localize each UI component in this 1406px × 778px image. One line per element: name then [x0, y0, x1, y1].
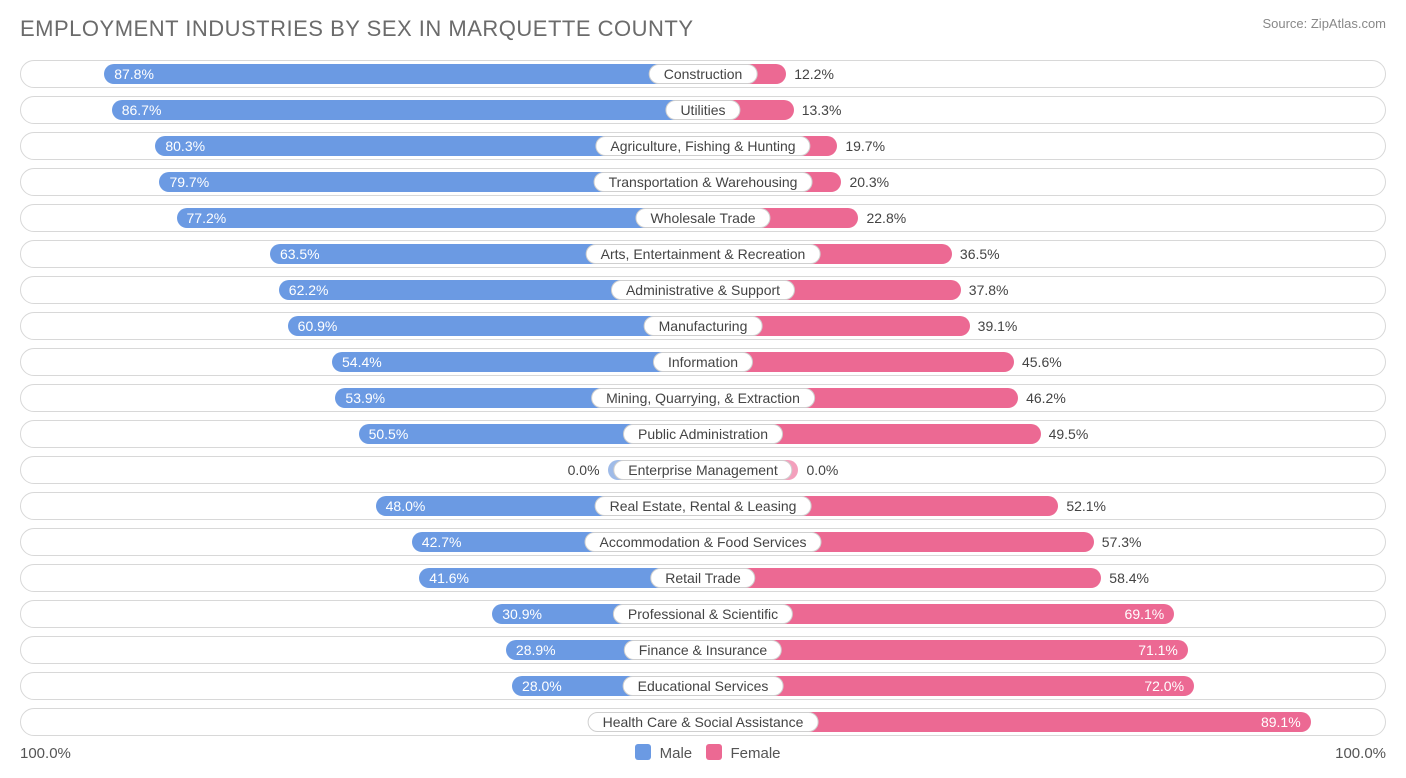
female-pct-label: 36.5%: [960, 246, 1000, 262]
category-label: Transportation & Warehousing: [594, 172, 813, 192]
male-pct-label: 42.7%: [422, 534, 462, 550]
axis-right-max: 100.0%: [1335, 745, 1386, 762]
chart-row: 77.2% 22.8% Wholesale Trade: [20, 204, 1386, 232]
male-pct-label: 62.2%: [289, 282, 329, 298]
male-bar: [112, 100, 703, 120]
female-pct-label: 37.8%: [969, 282, 1009, 298]
category-label: Accommodation & Food Services: [585, 532, 822, 552]
male-pct-label: 54.4%: [342, 354, 382, 370]
category-label: Utilities: [665, 100, 740, 120]
category-label: Arts, Entertainment & Recreation: [586, 244, 821, 264]
female-pct-label: 19.7%: [845, 138, 885, 154]
male-bar: [332, 352, 703, 372]
category-label: Wholesale Trade: [635, 208, 770, 228]
category-label: Administrative & Support: [611, 280, 795, 300]
male-pct-label: 41.6%: [429, 570, 469, 586]
legend-label-male: Male: [660, 745, 693, 762]
male-pct-label: 30.9%: [502, 606, 542, 622]
male-pct-label: 86.7%: [122, 102, 162, 118]
female-pct-label: 39.1%: [978, 318, 1018, 334]
female-pct-label: 71.1%: [1138, 642, 1178, 658]
male-pct-label: 60.9%: [298, 318, 338, 334]
male-pct-label: 77.2%: [187, 210, 227, 226]
category-label: Information: [653, 352, 753, 372]
chart-row: 79.7% 20.3% Transportation & Warehousing: [20, 168, 1386, 196]
male-bar: [104, 64, 703, 84]
male-pct-label: 0.0%: [568, 462, 600, 478]
legend-swatch-male: [635, 744, 651, 760]
category-label: Enterprise Management: [613, 460, 792, 480]
legend: Male Female: [71, 744, 1335, 762]
female-pct-label: 45.6%: [1022, 354, 1062, 370]
female-pct-label: 13.3%: [802, 102, 842, 118]
header: EMPLOYMENT INDUSTRIES BY SEX IN MARQUETT…: [20, 16, 1386, 42]
male-pct-label: 80.3%: [165, 138, 205, 154]
chart-row: 60.9% 39.1% Manufacturing: [20, 312, 1386, 340]
male-pct-label: 28.9%: [516, 642, 556, 658]
female-pct-label: 57.3%: [1102, 534, 1142, 550]
diverging-bar-chart: 87.8% 12.2% Construction 86.7% 13.3% Utilitie…: [20, 60, 1386, 736]
female-pct-label: 72.0%: [1144, 678, 1184, 694]
chart-row: 48.0% 52.1% Real Estate, Rental & Leasing: [20, 492, 1386, 520]
male-bar: [288, 316, 703, 336]
category-label: Finance & Insurance: [624, 640, 782, 660]
chart-row: 42.7% 57.3% Accommodation & Food Services: [20, 528, 1386, 556]
chart-row: 62.2% 37.8% Administrative & Support: [20, 276, 1386, 304]
category-label: Manufacturing: [644, 316, 763, 336]
chart-row: 28.9% 71.1% Finance & Insurance: [20, 636, 1386, 664]
category-label: Construction: [649, 64, 758, 84]
category-label: Agriculture, Fishing & Hunting: [595, 136, 810, 156]
male-pct-label: 50.5%: [369, 426, 409, 442]
chart-row: 80.3% 19.7% Agriculture, Fishing & Hunting: [20, 132, 1386, 160]
chart-row: 28.0% 72.0% Educational Services: [20, 672, 1386, 700]
male-pct-label: 87.8%: [114, 66, 154, 82]
female-pct-label: 52.1%: [1066, 498, 1106, 514]
female-pct-label: 69.1%: [1125, 606, 1165, 622]
chart-row: 41.6% 58.4% Retail Trade: [20, 564, 1386, 592]
chart-row: 30.9% 69.1% Professional & Scientific: [20, 600, 1386, 628]
chart-row: 53.9% 46.2% Mining, Quarrying, & Extractio…: [20, 384, 1386, 412]
source-label: Source: ZipAtlas.com: [1262, 16, 1386, 31]
female-pct-label: 12.2%: [794, 66, 834, 82]
male-pct-label: 63.5%: [280, 246, 320, 262]
chart-row: 50.5% 49.5% Public Administration: [20, 420, 1386, 448]
female-pct-label: 0.0%: [806, 462, 838, 478]
female-pct-label: 46.2%: [1026, 390, 1066, 406]
chart-row: 63.5% 36.5% Arts, Entertainment & Recreati…: [20, 240, 1386, 268]
chart-footer: 100.0% Male Female 100.0%: [20, 744, 1386, 762]
chart-row: 86.7% 13.3% Utilities: [20, 96, 1386, 124]
female-pct-label: 20.3%: [849, 174, 889, 190]
male-pct-label: 28.0%: [522, 678, 562, 694]
male-pct-label: 48.0%: [386, 498, 426, 514]
female-pct-label: 49.5%: [1049, 426, 1089, 442]
chart-row: 87.8% 12.2% Construction: [20, 60, 1386, 88]
legend-swatch-female: [706, 744, 722, 760]
axis-left-max: 100.0%: [20, 745, 71, 762]
male-pct-label: 79.7%: [169, 174, 209, 190]
female-pct-label: 89.1%: [1261, 714, 1301, 730]
category-label: Professional & Scientific: [613, 604, 793, 624]
category-label: Real Estate, Rental & Leasing: [595, 496, 812, 516]
chart-title: EMPLOYMENT INDUSTRIES BY SEX IN MARQUETT…: [20, 16, 694, 42]
category-label: Health Care & Social Assistance: [588, 712, 819, 732]
male-bar: [177, 208, 704, 228]
chart-row: 0.0% 0.0% Enterprise Management: [20, 456, 1386, 484]
chart-row: 10.9%89.1%Health Care & Social Assistanc…: [20, 708, 1386, 736]
category-label: Public Administration: [623, 424, 783, 444]
female-pct-label: 58.4%: [1109, 570, 1149, 586]
category-label: Mining, Quarrying, & Extraction: [591, 388, 815, 408]
female-bar: [703, 568, 1101, 588]
male-pct-label: 53.9%: [345, 390, 385, 406]
female-pct-label: 22.8%: [866, 210, 906, 226]
chart-row: 54.4% 45.6% Information: [20, 348, 1386, 376]
legend-label-female: Female: [731, 745, 781, 762]
category-label: Retail Trade: [650, 568, 755, 588]
category-label: Educational Services: [623, 676, 784, 696]
